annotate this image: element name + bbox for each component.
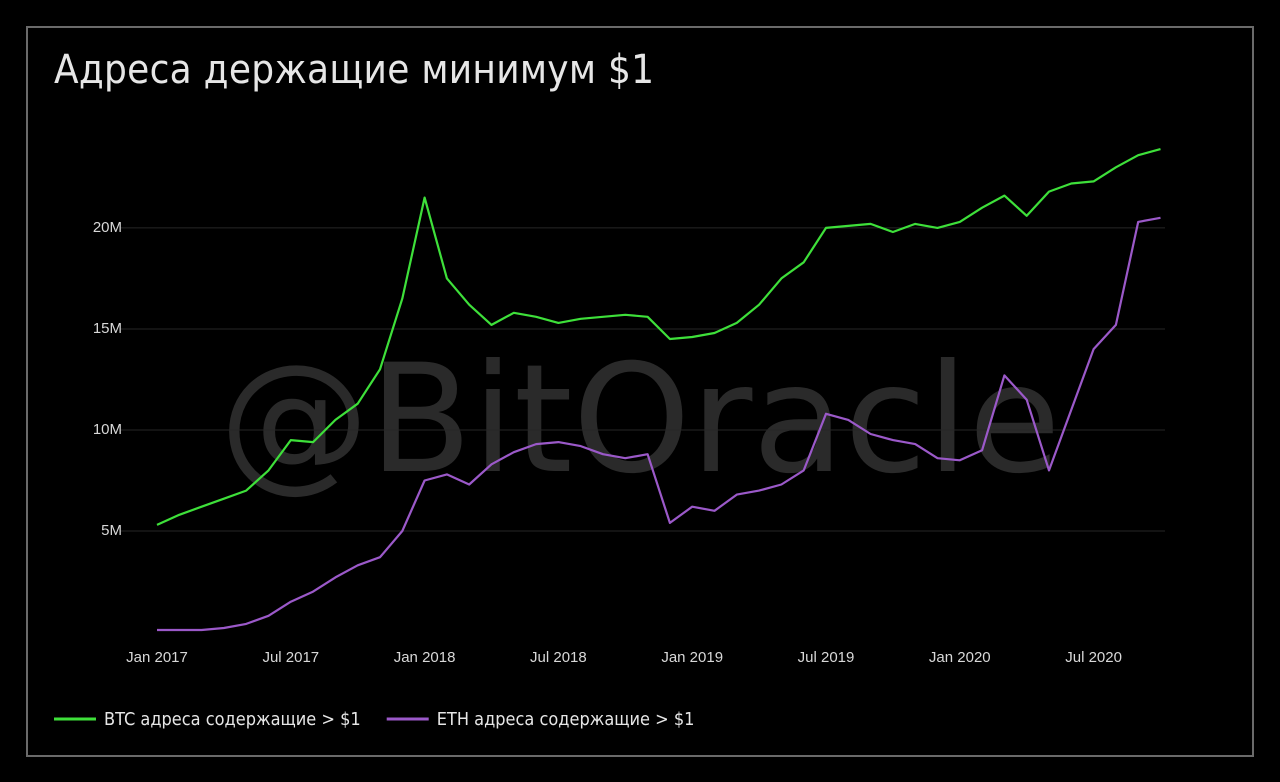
frame — [26, 26, 1254, 757]
x-tick-label: Jan 2020 — [929, 649, 991, 666]
watermark: @BitOracle — [219, 333, 1060, 507]
y-tick-label: 5M — [101, 522, 122, 539]
x-tick-label: Jan 2018 — [394, 649, 456, 666]
x-tick-label: Jul 2019 — [798, 649, 855, 666]
x-tick-label: Jan 2017 — [126, 649, 188, 666]
series-line — [157, 216, 1161, 632]
x-tick-label: Jan 2019 — [661, 649, 723, 666]
chart-title: Адреса держащие минимум $1 — [54, 47, 654, 93]
y-tick-label: 20M — [93, 219, 122, 236]
series-line — [156, 148, 1161, 526]
legend-label: ETH адреса содержащие > $1 — [437, 709, 695, 730]
x-tick-label: Jul 2018 — [530, 649, 587, 666]
y-tick-label: 10M — [93, 421, 122, 438]
y-tick-label: 15M — [93, 320, 122, 337]
x-tick-label: Jul 2020 — [1065, 649, 1122, 666]
x-tick-label: Jul 2017 — [262, 649, 319, 666]
legend-label: BTC адреса содержащие > $1 — [104, 709, 361, 730]
